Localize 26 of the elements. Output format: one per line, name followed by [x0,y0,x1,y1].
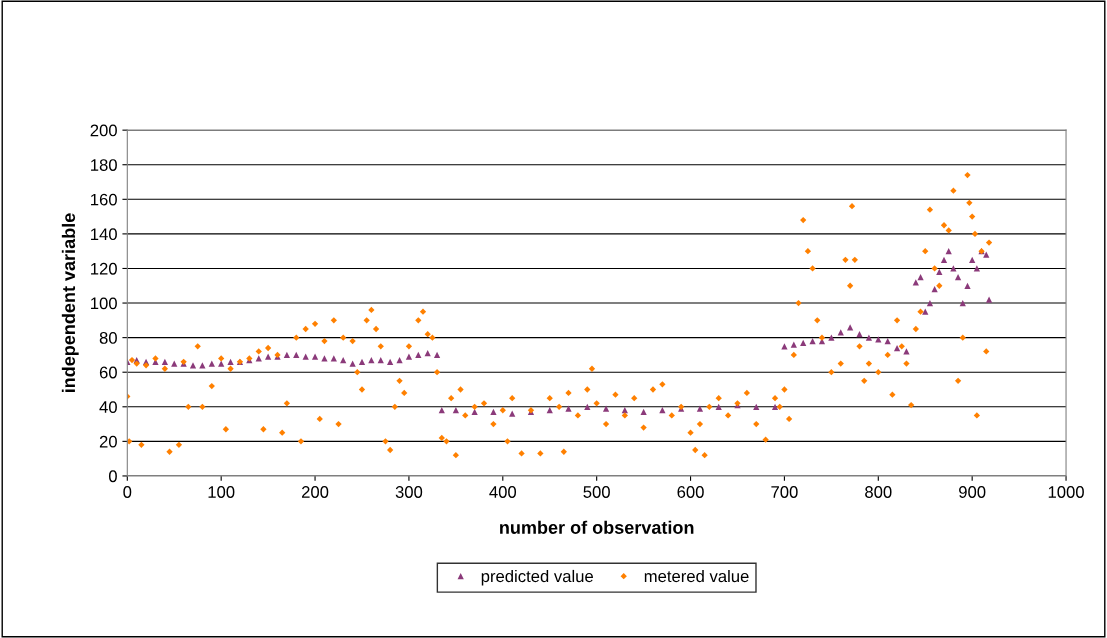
x-tick-label: 0 [123,486,132,498]
y-tick-label: 40 [99,401,117,413]
y-tick-label: 160 [91,193,117,206]
x-tick-label: 600 [677,486,704,498]
y-tick-label: 0 [108,470,117,483]
x-tick-label: 200 [301,486,329,498]
y-tick-label: 100 [91,297,117,310]
y-axis-title: independent variable [61,213,79,393]
y-tick-label: 60 [99,366,117,379]
legend-label: metered value [644,569,749,583]
y-tick-label: 140 [91,228,117,241]
x-tick-label: 900 [959,486,986,498]
y-tick-label: 180 [91,159,117,171]
y-tick-label: 200 [90,124,117,137]
x-tick-label: 300 [395,486,423,498]
y-tick-label: 120 [91,262,117,275]
x-tick-label: 100 [208,486,235,498]
y-tick-label: 20 [99,435,117,448]
x-tick-label: 400 [489,486,517,498]
x-tick-label: 1000 [1048,486,1084,498]
y-tick-label: 80 [99,332,117,344]
x-tick-label: 800 [865,486,892,498]
x-tick-label: 700 [771,486,798,498]
legend-label: predicted value [481,569,593,586]
x-axis-title: number of observation [500,520,694,534]
x-tick-label: 500 [583,486,610,498]
